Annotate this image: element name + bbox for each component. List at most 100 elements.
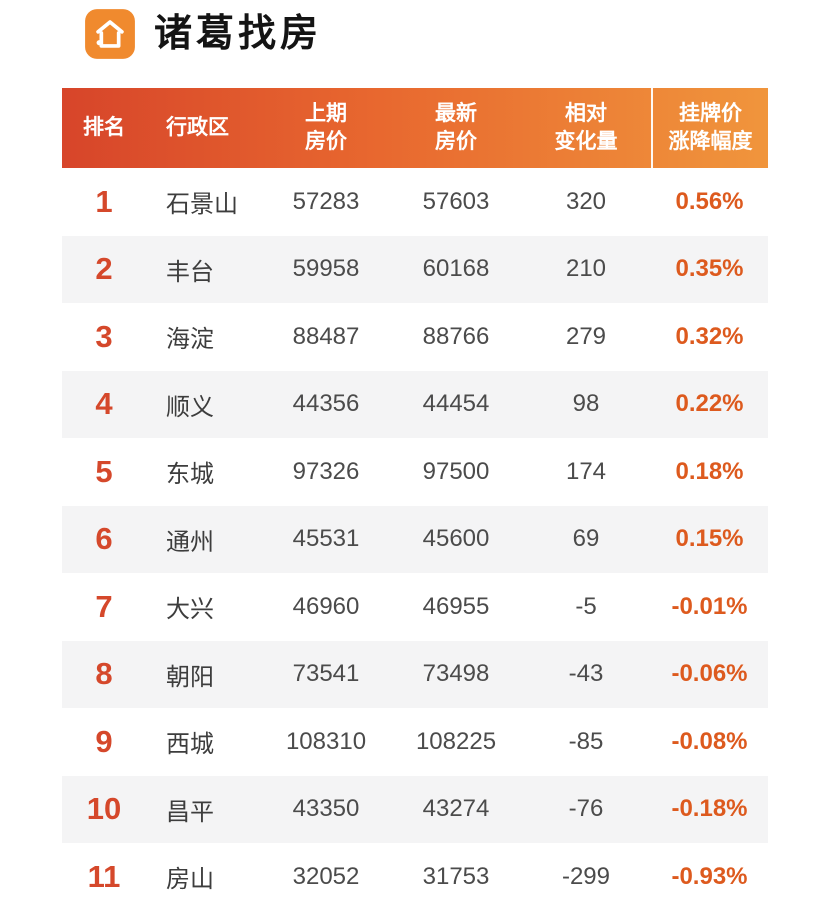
header-line: 房价 — [435, 130, 477, 153]
change-value: 210 — [565, 255, 607, 283]
header-listing-pct-change: 挂牌价 涨降幅度 — [651, 88, 768, 168]
brand-name: 诸葛找房 — [154, 13, 323, 55]
latest-price: 45600 — [422, 525, 490, 553]
header-rank: 排名 — [62, 88, 146, 168]
prev-price: 45531 — [292, 525, 360, 553]
table-body: 1 石景山 57283 57603 320 0.56% 2 丰台 59958 6… — [62, 168, 768, 911]
pct-change: 0.22% — [675, 390, 744, 418]
header-latest-price: 最新 房价 — [391, 88, 521, 168]
prev-price: 59958 — [292, 255, 360, 283]
rank-value: 1 — [95, 183, 113, 219]
header-line: 变化量 — [554, 130, 618, 153]
table-row: 5 东城 97326 97500 174 0.18% — [62, 438, 768, 506]
pct-change: 0.56% — [675, 187, 744, 215]
table-row: 11 房山 32052 31753 -299 -0.93% — [62, 843, 768, 911]
header-line: 上期 — [305, 102, 347, 125]
table-row: 3 海淀 88487 88766 279 0.32% — [62, 303, 768, 371]
header-line: 房价 — [305, 130, 347, 153]
table-header-row: 排名 行政区 上期 房价 最新 房价 相对 变化量 挂牌价 涨降幅度 — [62, 88, 768, 168]
prev-price: 57283 — [292, 187, 360, 215]
pct-change: -0.08% — [671, 727, 748, 755]
rank-value: 10 — [86, 791, 122, 827]
prev-price: 73541 — [292, 660, 360, 688]
district-name: 石景山 — [166, 191, 238, 219]
prev-price: 97326 — [292, 457, 360, 485]
latest-price: 108225 — [415, 727, 497, 755]
prev-price: 44356 — [292, 390, 360, 418]
change-value: -299 — [561, 862, 611, 890]
rank-value: 8 — [95, 656, 113, 692]
header-line: 最新 — [435, 102, 477, 125]
table-row: 6 通州 45531 45600 69 0.15% — [62, 505, 768, 573]
latest-price: 60168 — [422, 255, 490, 283]
table-row: 8 朝阳 73541 73498 -43 -0.06% — [62, 640, 768, 708]
prev-price: 88487 — [292, 322, 360, 350]
district-name: 昌平 — [166, 798, 214, 826]
change-value: -85 — [568, 727, 604, 755]
price-ranking-table: 排名 行政区 上期 房价 最新 房价 相对 变化量 挂牌价 涨降幅度 — [62, 88, 768, 911]
latest-price: 97500 — [422, 457, 490, 485]
pct-change: -0.18% — [671, 795, 748, 823]
latest-price: 31753 — [422, 862, 490, 890]
latest-price: 88766 — [422, 322, 490, 350]
brand-header: 诸葛找房 — [0, 0, 829, 88]
header-line: 相对 — [565, 102, 607, 125]
district-name: 海淀 — [166, 326, 214, 354]
table-row: 9 西城 108310 108225 -85 -0.08% — [62, 708, 768, 776]
change-value: 320 — [565, 187, 607, 215]
change-value: 174 — [565, 457, 607, 485]
district-name: 丰台 — [166, 258, 214, 286]
latest-price: 46955 — [422, 592, 490, 620]
district-name: 朝阳 — [166, 663, 214, 691]
header-line: 排名 — [83, 116, 125, 139]
latest-price: 43274 — [422, 795, 490, 823]
change-value: -5 — [575, 592, 597, 620]
prev-price: 46960 — [292, 592, 360, 620]
change-value: -76 — [568, 795, 604, 823]
rank-value: 6 — [95, 521, 113, 557]
change-value: 98 — [572, 390, 600, 418]
rank-value: 7 — [95, 588, 113, 624]
rank-value: 3 — [95, 318, 113, 354]
house-logo-icon — [84, 8, 136, 60]
prev-price: 32052 — [292, 862, 360, 890]
latest-price: 57603 — [422, 187, 490, 215]
latest-price: 73498 — [422, 660, 490, 688]
district-name: 通州 — [166, 528, 214, 556]
header-line: 行政区 — [166, 116, 229, 139]
prev-price: 108310 — [285, 727, 367, 755]
pct-change: 0.35% — [675, 255, 744, 283]
pct-change: -0.06% — [671, 660, 748, 688]
change-value: 279 — [565, 322, 607, 350]
pct-change: 0.18% — [675, 457, 744, 485]
prev-price: 43350 — [292, 795, 360, 823]
pct-change: -0.01% — [671, 592, 748, 620]
pct-change: 0.32% — [675, 322, 744, 350]
district-name: 顺义 — [166, 393, 214, 421]
rank-value: 4 — [95, 386, 113, 422]
table-row: 7 大兴 46960 46955 -5 -0.01% — [62, 573, 768, 641]
pct-change: -0.93% — [671, 862, 748, 890]
district-name: 房山 — [166, 866, 214, 894]
latest-price: 44454 — [422, 390, 490, 418]
rank-value: 2 — [95, 251, 113, 287]
change-value: 69 — [572, 525, 600, 553]
rank-value: 9 — [95, 723, 113, 759]
table-row: 10 昌平 43350 43274 -76 -0.18% — [62, 775, 768, 843]
header-relative-change: 相对 变化量 — [521, 88, 651, 168]
rank-value: 11 — [87, 858, 121, 894]
district-name: 大兴 — [166, 596, 214, 624]
district-name: 东城 — [166, 461, 214, 489]
change-value: -43 — [568, 660, 604, 688]
header-line: 挂牌价 — [679, 102, 742, 125]
rank-value: 5 — [95, 453, 113, 489]
table-row: 1 石景山 57283 57603 320 0.56% — [62, 168, 768, 236]
district-name: 西城 — [166, 731, 214, 759]
table-row: 2 丰台 59958 60168 210 0.35% — [62, 235, 768, 303]
header-line: 涨降幅度 — [668, 130, 753, 153]
table-row: 4 顺义 44356 44454 98 0.22% — [62, 370, 768, 438]
header-prev-price: 上期 房价 — [261, 88, 391, 168]
pct-change: 0.15% — [675, 525, 744, 553]
header-district: 行政区 — [146, 88, 261, 168]
